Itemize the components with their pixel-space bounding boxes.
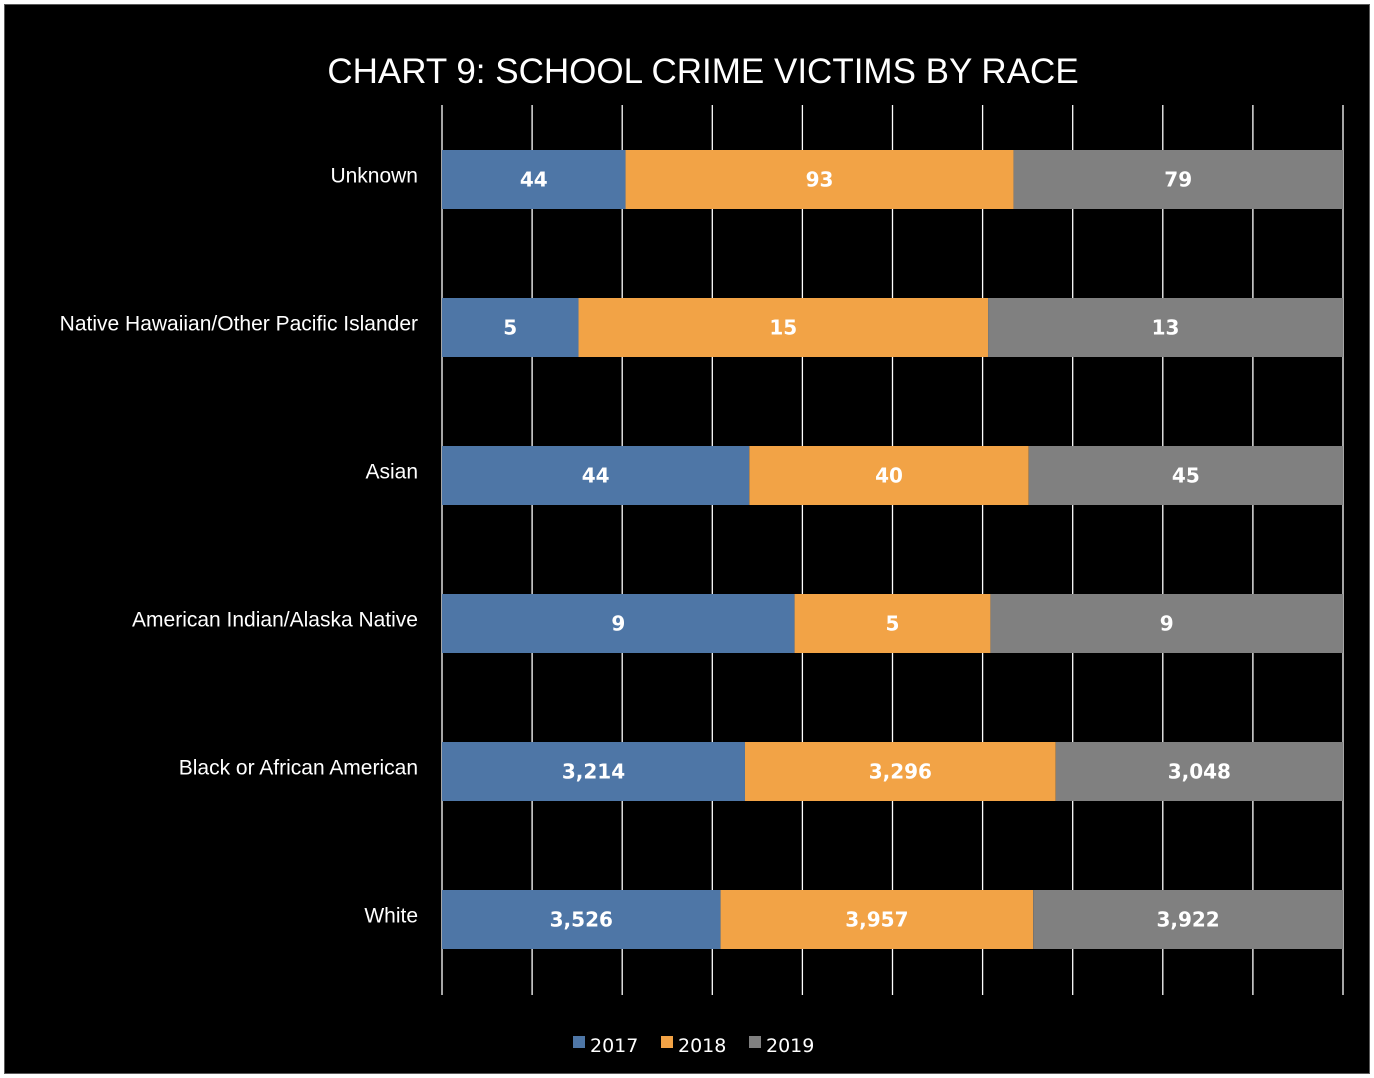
data-label: 3,296 — [869, 760, 932, 784]
gridlines — [441, 105, 1344, 995]
bar-2018 — [625, 150, 1014, 209]
data-label: 3,957 — [845, 908, 908, 932]
chart-title: CHART 9: SCHOOL CRIME VICTIMS BY RACE — [327, 52, 1078, 91]
data-label: 9 — [611, 612, 625, 636]
data-label: 13 — [1152, 316, 1180, 340]
legend: 2017 2018 2019 — [573, 1035, 814, 1057]
category-label: Asian — [365, 461, 418, 484]
bar-2017 — [442, 594, 795, 653]
bar-2017 — [442, 890, 721, 949]
category-label: American Indian/Alaska Native — [132, 609, 418, 632]
data-label: 3,048 — [1168, 760, 1231, 784]
legend-label: 2019 — [766, 1035, 814, 1057]
bar-2017 — [442, 298, 579, 357]
bars: 44 93 79 5 15 13 44 40 45 9 5 9 3,214 3,296 3,048 3,526… — [442, 150, 1343, 949]
category-label: Native Hawaiian/Other Pacific Islander — [60, 313, 418, 336]
data-label: 79 — [1164, 168, 1192, 192]
data-label: 15 — [769, 316, 797, 340]
data-label: 44 — [582, 464, 610, 488]
data-label: 40 — [875, 464, 903, 488]
data-label: 93 — [806, 168, 834, 192]
category-label: White — [364, 905, 418, 928]
chart-svg: CHART 9: SCHOOL CRIME VICTIMS BY RACE 44… — [60, 52, 1344, 1057]
legend-label: 2018 — [678, 1035, 726, 1057]
bar-2018 — [720, 890, 1034, 949]
bar-2018 — [578, 298, 989, 357]
category-label: Black or African American — [179, 757, 418, 780]
bar-2018 — [794, 594, 991, 653]
data-label: 5 — [503, 316, 517, 340]
bar-2019 — [1013, 150, 1343, 209]
category-label: Unknown — [330, 165, 418, 188]
legend-swatch-2017 — [573, 1036, 585, 1048]
category-labels: Unknown Native Hawaiian/Other Pacific Isl… — [60, 165, 418, 928]
bar-2018 — [744, 742, 1056, 801]
data-label: 3,214 — [562, 760, 625, 784]
data-label: 3,922 — [1156, 908, 1219, 932]
data-label: 5 — [886, 612, 900, 636]
bar-2019 — [988, 298, 1343, 357]
bar-2017 — [442, 446, 750, 505]
bar-2019 — [990, 594, 1343, 653]
bar-2019 — [1055, 742, 1343, 801]
data-label: 3,526 — [550, 908, 613, 932]
bar-2019 — [1028, 446, 1343, 505]
legend-label: 2017 — [590, 1035, 638, 1057]
chart-frame: CHART 9: SCHOOL CRIME VICTIMS BY RACE 44… — [4, 4, 1370, 1074]
legend-swatch-2019 — [749, 1036, 761, 1048]
legend-swatch-2018 — [661, 1036, 673, 1048]
data-label: 44 — [520, 168, 548, 192]
bar-2017 — [442, 742, 745, 801]
bar-2018 — [749, 446, 1029, 505]
data-label: 9 — [1160, 612, 1174, 636]
bar-2019 — [1033, 890, 1343, 949]
data-label: 45 — [1172, 464, 1200, 488]
bar-2017 — [442, 150, 626, 209]
